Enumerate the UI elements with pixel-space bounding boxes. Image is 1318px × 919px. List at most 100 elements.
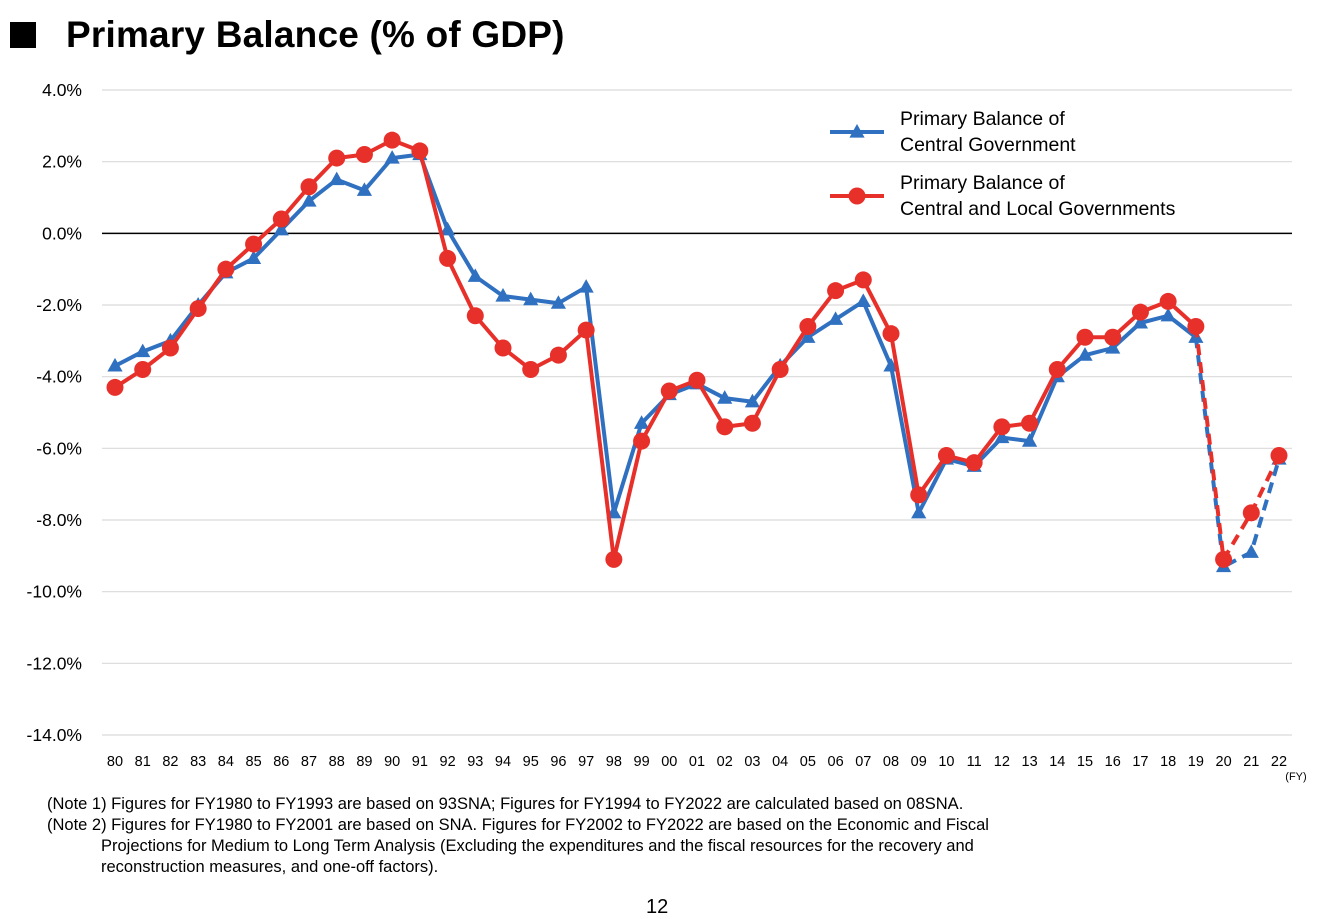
data-point-circle [494,339,512,357]
series-projection-line [1193,337,1281,570]
data-point-triangle [1105,340,1121,354]
x-tick-label: 84 [218,754,234,770]
data-point-triangle [800,329,816,343]
x-tick-label: 86 [273,754,289,770]
data-point-triangle [1132,314,1149,329]
y-tick-label: -6.0% [36,438,82,458]
title-bullet-icon [10,22,36,48]
data-point-circle [1159,292,1177,310]
data-point-circle [328,149,346,167]
data-point-circle [466,307,484,325]
data-point-triangle [356,182,373,196]
data-point-circle [106,378,124,396]
data-point-circle [743,414,761,432]
x-tick-label: 92 [440,754,456,770]
x-tick-label: 80 [107,754,123,770]
data-point-circle [1104,328,1122,346]
data-point-circle [799,318,817,335]
data-point-circle [439,249,457,267]
data-point-triangle [1077,347,1093,361]
x-tick-label: 81 [135,754,151,770]
gridlines [102,89,1292,736]
data-point-triangle [994,429,1010,444]
x-tick-label: 21 [1243,754,1259,770]
data-point-circle [383,131,401,149]
x-tick-label: 05 [800,754,816,770]
legend-item-2: Primary Balance of Central and Local Gove… [830,172,1176,220]
data-point-triangle [744,393,761,408]
data-point-triangle [550,295,567,309]
data-point-triangle [911,504,927,519]
x-tick-label: 96 [550,754,566,770]
series-layer [106,131,1288,573]
data-point-circle [605,550,623,568]
data-point-circle [189,300,207,318]
x-tick-label: 85 [246,754,262,770]
x-tick-label: 16 [1105,754,1121,770]
data-point-triangle [523,291,539,306]
data-point-circle [161,339,179,357]
data-point-circle [1187,318,1205,335]
x-tick-label: 91 [412,754,428,770]
line-chart: 4.0% 2.0% 0.0% -2.0% -4.0% -6.0% -8.0% -10.0% -1… [27,80,1307,783]
data-point-circle [965,454,983,472]
x-tick-label: 07 [855,754,871,770]
data-point-triangle [855,293,871,308]
x-tick-label: 00 [661,754,677,770]
data-point-circle [910,486,928,504]
series-2 [106,131,1288,568]
x-tick-label: 99 [634,754,650,770]
legend-label-line-1: Primary Balance of [900,172,1065,194]
footnotes: (Note 1) Figures for FY1980 to FY1993 ar… [47,794,989,878]
x-tick-label: 13 [1022,754,1038,770]
x-tick-label: 97 [578,754,594,770]
x-tick-label: 19 [1188,754,1204,770]
data-point-triangle [107,357,123,372]
data-point-circle [882,325,900,343]
x-tick-label: 94 [495,754,511,770]
data-point-triangle [245,250,262,265]
x-axis: 80 81 82 83 84 85 86 87 88 89 90 91 92 93 94 95 96 97 98 99… [107,754,1287,770]
data-point-triangle [1021,433,1038,447]
legend-label-line-2: Central Government [900,134,1076,156]
y-tick-label: -2.0% [36,295,82,315]
y-tick-label: -4.0% [36,367,82,387]
x-tick-label: 11 [967,754,982,770]
page-title: Primary Balance (% of GDP) [10,14,565,56]
data-point-triangle [384,150,400,164]
data-point-circle [1076,328,1094,346]
data-point-triangle [1160,307,1176,322]
x-tick-label: 82 [162,754,178,770]
x-tick-label: 87 [301,754,317,770]
data-point-circle [411,142,429,160]
data-point-circle [217,260,235,278]
y-tick-label: -12.0% [27,653,82,673]
data-point-circle [245,235,263,253]
x-tick-label: 09 [911,754,927,770]
data-point-circle [688,371,706,389]
y-tick-label: 2.0% [42,152,82,172]
x-tick-label: 17 [1132,754,1148,770]
data-point-circle [134,361,152,378]
legend-label-line-2: Central and Local Governments [900,198,1176,220]
x-tick-label: 22 [1271,754,1287,770]
y-tick-label: 0.0% [42,223,82,243]
x-tick-label: 18 [1160,754,1176,770]
x-tick-label: 90 [384,754,400,770]
data-point-triangle [849,124,865,138]
x-tick-label: 89 [356,754,372,770]
data-point-circle [771,361,789,378]
legend-label-line-1: Primary Balance of [900,108,1065,130]
series-line [114,152,1198,515]
y-tick-label: -8.0% [36,510,82,530]
data-point-circle [854,271,872,289]
legend-item-1: Primary Balance of Central Government [830,108,1076,156]
data-point-circle [827,282,845,300]
data-point-triangle [1243,544,1259,558]
note-2-line-2: Projections for Medium to Long Term Anal… [101,837,974,855]
note-2-line-3: reconstruction measures, and one-off fac… [101,858,439,876]
data-point-triangle [273,221,289,236]
data-point-circle [633,432,651,450]
title-text: Primary Balance (% of GDP) [66,14,565,55]
y-tick-label: -10.0% [27,582,82,602]
